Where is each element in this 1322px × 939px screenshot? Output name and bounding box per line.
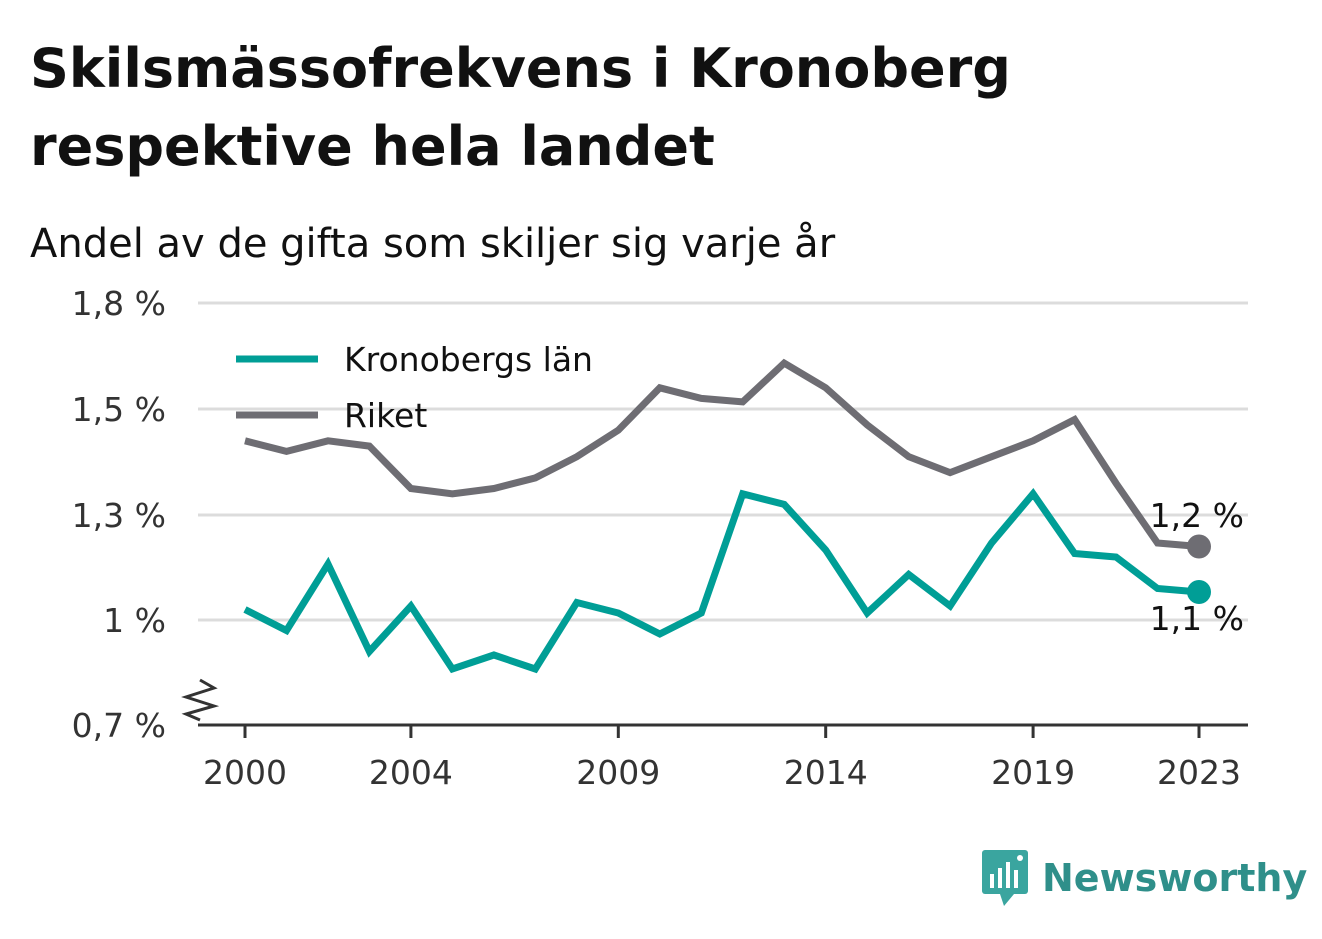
x-tick-label: 2014	[784, 753, 868, 792]
end-marker-kronoberg	[1187, 580, 1211, 604]
chart-subtitle: Andel av de gifta som skiljer sig varje …	[30, 221, 836, 267]
y-tick-label: 1,8 %	[72, 284, 166, 323]
legend: Kronobergs län Riket	[236, 340, 593, 435]
end-label-riket: 1,2 %	[1150, 496, 1244, 535]
x-axis-ticks: 2000 2004 2009 2014 2019 2023	[203, 725, 1241, 792]
y-tick-label: 1,3 %	[72, 496, 166, 535]
legend-label-riket: Riket	[344, 396, 427, 435]
axis-break-icon	[181, 678, 220, 722]
y-tick-label: 0,7 %	[72, 706, 166, 745]
end-marker-riket	[1187, 534, 1211, 559]
end-labels: 1,2 % 1,1 %	[1150, 496, 1244, 638]
series-lines	[243, 358, 1211, 674]
brand-name: Newsworthy	[1042, 856, 1308, 900]
y-tick-label: 1,5 %	[72, 390, 166, 429]
x-axis	[181, 678, 1248, 727]
series-line-kronoberg	[243, 488, 1200, 674]
chart-title: Skilsmässofrekvens i Kronoberg respektiv…	[30, 37, 1011, 178]
legend-label-kronoberg: Kronobergs län	[344, 340, 593, 379]
end-label-kronoberg: 1,1 %	[1150, 599, 1244, 638]
x-tick-label: 2004	[369, 753, 453, 792]
newsworthy-logo-icon	[982, 850, 1028, 906]
x-tick-label: 2009	[576, 753, 660, 792]
y-axis-ticks: 0,7 % 1 % 1,3 % 1,5 % 1,8 %	[72, 284, 166, 745]
x-tick-label: 2023	[1157, 753, 1241, 792]
series-line-riket	[244, 358, 1200, 550]
grid-lines	[198, 301, 1248, 622]
newsworthy-logo: Newsworthy	[980, 848, 1307, 908]
y-tick-label: 1 %	[103, 601, 166, 640]
x-tick-label: 2019	[991, 753, 1075, 792]
x-tick-label: 2000	[203, 753, 287, 792]
